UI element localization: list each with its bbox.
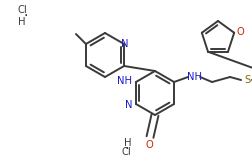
Text: H: H [18, 17, 25, 27]
Text: ·: · [125, 142, 129, 156]
Text: O: O [236, 27, 244, 37]
Text: Cl: Cl [122, 147, 132, 157]
Text: Cl: Cl [18, 5, 28, 15]
Text: S: S [244, 75, 250, 85]
Text: NH: NH [117, 76, 132, 86]
Text: N: N [125, 100, 133, 110]
Text: ·: · [24, 9, 28, 23]
Text: H: H [124, 138, 132, 148]
Text: N: N [121, 39, 129, 49]
Text: NH: NH [186, 72, 202, 82]
Text: O: O [145, 140, 153, 150]
